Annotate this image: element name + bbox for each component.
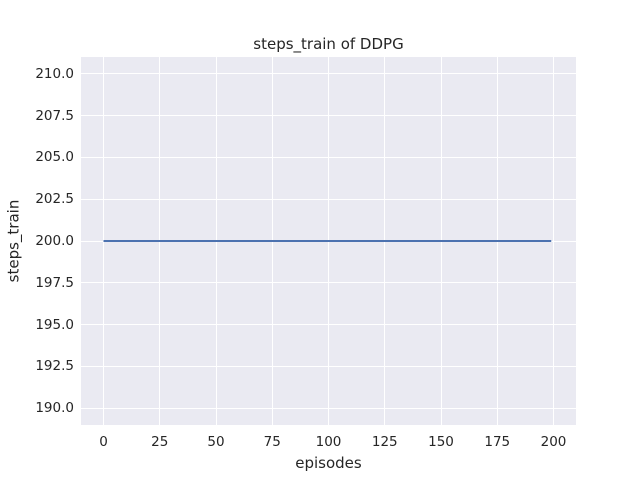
x-tick-label: 150 [428, 434, 454, 450]
y-tick-label: 200.0 [35, 233, 74, 249]
x-tick-label: 100 [315, 434, 342, 450]
y-tick-label: 202.5 [35, 191, 74, 208]
y-tick-label: 192.5 [35, 358, 74, 375]
y-gridline [81, 198, 576, 200]
y-tick-label: 207.5 [35, 107, 74, 124]
y-gridline [81, 407, 576, 409]
y-tick-label: 190.0 [35, 400, 74, 417]
y-gridline [81, 282, 576, 284]
x-tick-label: 50 [207, 434, 225, 450]
y-tick-label: 205.0 [35, 149, 74, 166]
y-gridline [81, 115, 576, 117]
y-gridline [81, 156, 576, 158]
y-tick-label: 210.0 [35, 65, 74, 82]
y-tick-label: 195.0 [35, 316, 74, 333]
y-tick-label: 197.5 [35, 274, 74, 291]
chart-title: steps_train of DDPG [253, 35, 404, 53]
x-axis-label: episodes [295, 454, 362, 472]
axes-area [81, 57, 576, 425]
y-gridline [81, 324, 576, 326]
x-tick-label: 75 [263, 434, 281, 450]
x-tick-label: 0 [99, 434, 108, 450]
plot-series-layer [103, 240, 552, 242]
x-tick-label: 175 [484, 434, 511, 450]
x-tick-label: 200 [540, 434, 567, 450]
y-gridline [81, 365, 576, 367]
x-tick-label: 25 [151, 434, 169, 450]
x-tick-label: 125 [371, 434, 398, 450]
y-gridline [81, 73, 576, 75]
